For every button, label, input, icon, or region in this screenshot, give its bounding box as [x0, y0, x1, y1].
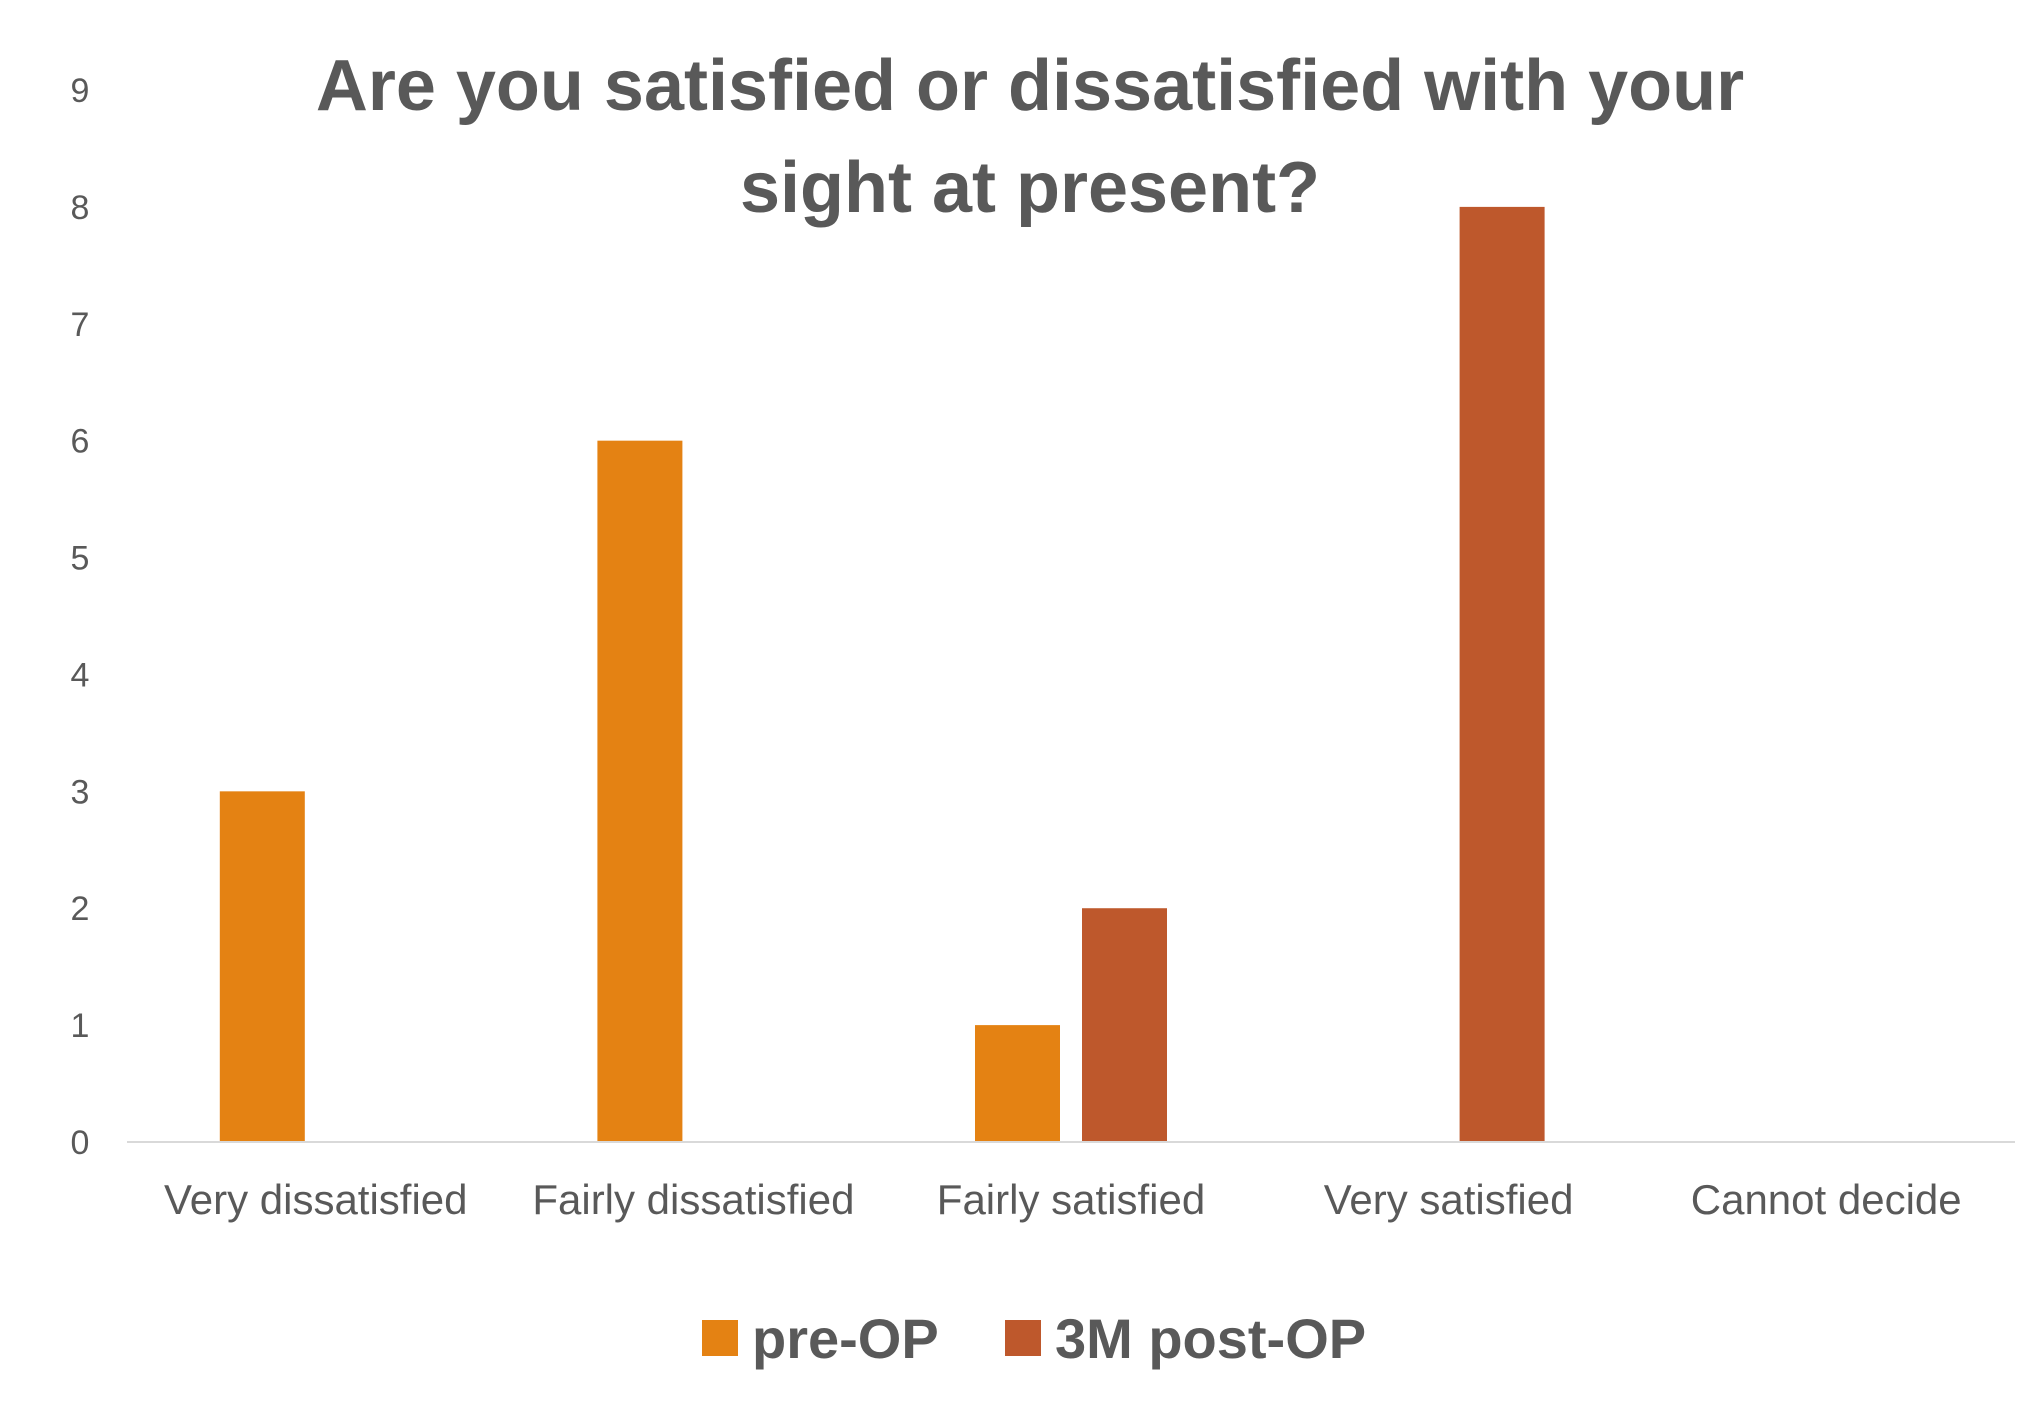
bars [219, 206, 1545, 1143]
y-tick-label: 6 [71, 423, 90, 461]
legend-swatch [1005, 1320, 1041, 1356]
y-axis-ticks: 0 1 2 3 4 5 6 7 8 9 [71, 72, 90, 1162]
y-tick-label: 8 [71, 189, 90, 227]
y-tick-label: 5 [71, 540, 90, 578]
bar-3m-post-op-fairly-satisfied [1082, 908, 1167, 1142]
y-tick-label: 1 [71, 1007, 90, 1045]
bar-pre-op-fairly-satisfied [975, 1025, 1060, 1142]
y-tick-label: 2 [71, 890, 90, 928]
y-tick-label: 7 [71, 306, 90, 344]
bar-pre-op-very-dissatisfied [219, 791, 305, 1142]
y-tick-label: 0 [71, 1124, 90, 1162]
x-tick-label: Cannot decide [1691, 1176, 1962, 1223]
x-tick-label: Very dissatisfied [164, 1176, 467, 1223]
chart-title: Are you satisfied or dissatisfied with y… [316, 46, 1744, 228]
y-tick-label: 3 [71, 773, 90, 811]
x-axis-ticks: Very dissatisfied Fairly dissatisfied Fair… [164, 1176, 1962, 1223]
chart-title-line-2: sight at present? [740, 148, 1320, 228]
legend-label: pre-OP [752, 1307, 939, 1370]
x-tick-label: Very satisfied [1324, 1176, 1574, 1223]
y-tick-label: 9 [71, 72, 90, 110]
legend: pre-OP 3M post-OP [702, 1307, 1366, 1370]
legend-label: 3M post-OP [1055, 1307, 1366, 1370]
bar-pre-op-fairly-dissatisfied [597, 440, 683, 1143]
x-tick-label: Fairly dissatisfied [532, 1176, 854, 1223]
y-tick-label: 4 [71, 656, 90, 694]
legend-swatch [702, 1320, 738, 1356]
x-tick-label: Fairly satisfied [937, 1176, 1205, 1223]
bar-3m-post-op-very-satisfied [1459, 206, 1545, 1142]
chart-title-line-1: Are you satisfied or dissatisfied with y… [316, 46, 1744, 126]
